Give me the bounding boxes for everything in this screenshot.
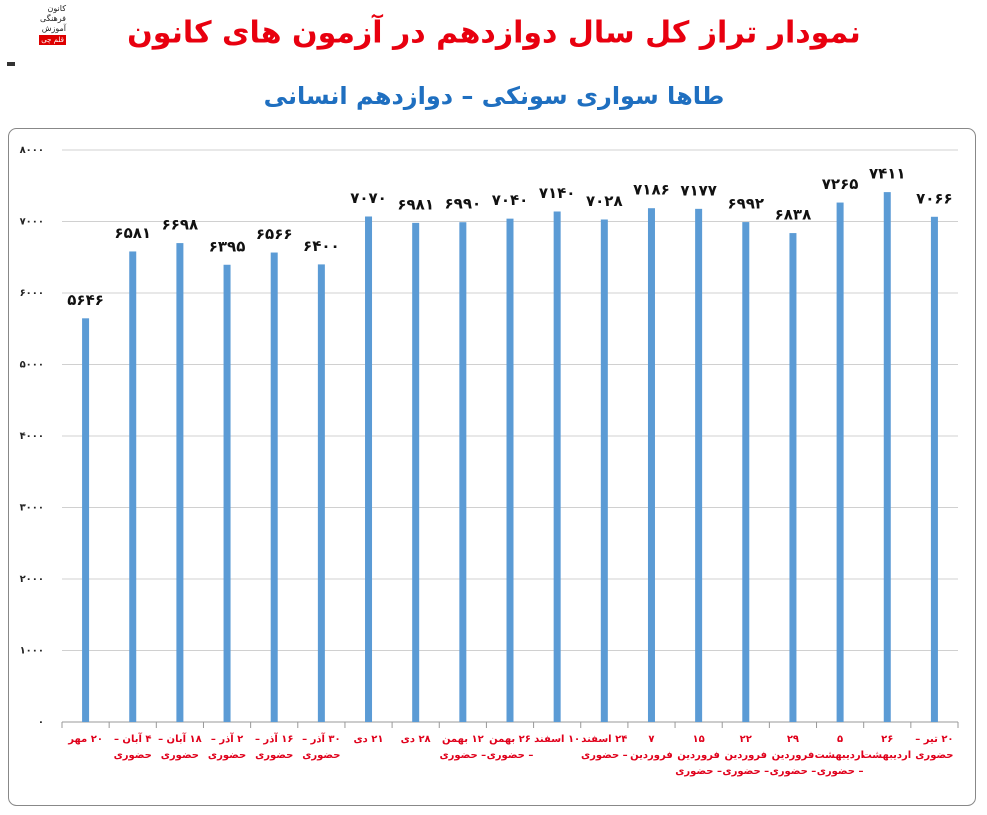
logo-badge: قلم چی <box>39 35 66 45</box>
x-tick-label: ۲۶ بهمن – حضوری <box>486 734 534 761</box>
bar <box>553 211 561 723</box>
x-tick-label: ۲۸ دی <box>400 734 431 745</box>
x-tick-label: ۳۰ آذر – حضوری <box>302 734 341 761</box>
x-tick-label: ۲۲ فروردین – حضوری <box>722 734 770 777</box>
chart-subtitle: طاها سواری سونکی – دوازدهم انسانی <box>264 82 725 110</box>
bar <box>789 233 797 722</box>
x-tick-label: ۱۸ آبان – حضوری <box>158 734 202 761</box>
logo-icon <box>7 62 15 66</box>
bar <box>836 202 844 723</box>
bar <box>82 318 90 722</box>
y-tick-label: ۶۰۰۰ <box>20 288 44 299</box>
value-label: ۷۱۷۷ <box>680 181 717 199</box>
bar <box>223 264 231 722</box>
logo-line: کانون <box>47 4 66 13</box>
value-label: ۶۹۹۰ <box>445 195 482 213</box>
y-tick-label: ۴۰۰۰ <box>20 431 44 442</box>
value-label: ۶۵۸۱ <box>114 224 151 242</box>
bar <box>742 222 750 722</box>
x-tick-label: ۲۴ اسفند – حضوری <box>580 734 628 761</box>
bar <box>176 243 184 722</box>
x-tick-label: ۲۱ دی <box>353 734 384 745</box>
y-tick-label: ۰ <box>38 717 44 728</box>
y-tick-label: ۲۰۰۰ <box>20 574 44 585</box>
value-label: ۷۰۶۶ <box>916 189 953 207</box>
value-label: ۶۹۸۱ <box>397 195 434 213</box>
value-label: ۷۴۱۱ <box>869 165 906 183</box>
bar <box>412 222 420 722</box>
value-label: ۷۱۴۰ <box>539 184 576 202</box>
value-label: ۷۰۲۸ <box>586 192 623 210</box>
x-tick-label: ۱۶ آذر – حضوری <box>254 734 294 761</box>
value-label: ۶۴۰۰ <box>303 237 340 255</box>
value-label: ۵۶۴۶ <box>67 291 104 309</box>
value-label: ۶۳۹۵ <box>209 237 246 255</box>
x-tick-label: ۲ آذر – حضوری <box>207 734 247 761</box>
bar <box>695 208 703 723</box>
x-tick-label: ۲۶ اردیبهشت <box>861 734 912 761</box>
bar <box>600 219 608 723</box>
value-label: ۶۵۶۶ <box>256 225 293 243</box>
value-label: ۶۸۳۸ <box>775 206 812 224</box>
value-label: ۶۹۹۲ <box>727 195 764 213</box>
bar <box>365 216 373 722</box>
value-label: ۷۱۸۶ <box>633 181 670 199</box>
y-tick-label: ۳۰۰۰ <box>20 503 44 514</box>
x-tick-label: ۲۹ فروردین – حضوری <box>769 734 817 777</box>
logo-line: آموزش <box>41 24 66 33</box>
bar <box>883 192 891 722</box>
y-tick-label: ۸۰۰۰ <box>20 145 44 156</box>
value-label: ۷۰۷۰ <box>350 189 387 207</box>
logo: کانون فرهنگی آموزش قلم چی <box>4 4 66 66</box>
bar <box>317 264 325 722</box>
bar <box>459 222 467 722</box>
logo-line: فرهنگی <box>40 14 66 23</box>
bar <box>129 251 137 722</box>
chart-title: نمودار تراز کل سال دوازدهم در آزمون های … <box>127 14 861 51</box>
x-tick-label: ۷ فروردین <box>630 734 673 761</box>
bar <box>930 216 938 722</box>
bar <box>506 218 514 722</box>
y-tick-label: ۵۰۰۰ <box>20 360 44 371</box>
x-tick-label: ۲۰ مهر <box>68 734 103 745</box>
chart-frame <box>8 128 976 806</box>
x-tick-label: ۴ آبان – حضوری <box>113 734 152 761</box>
bar <box>270 252 278 722</box>
value-label: ۷۲۶۵ <box>822 175 859 193</box>
x-tick-label: ۵ اردیبهشت – حضوری <box>814 734 865 777</box>
value-label: ۷۰۴۰ <box>492 191 529 209</box>
x-tick-label: ۱۲ بهمن – حضوری <box>439 734 487 761</box>
y-tick-label: ۱۰۰۰ <box>20 646 44 657</box>
x-tick-label: ۱۵ فروردین – حضوری <box>675 734 722 777</box>
bar <box>647 208 655 723</box>
value-label: ۶۶۹۸ <box>162 216 199 234</box>
x-tick-label: ۱۰ اسفند <box>534 734 581 745</box>
y-tick-label: ۷۰۰۰ <box>20 217 44 228</box>
x-tick-label: ۲۰ تیر – حضوری <box>915 734 954 761</box>
